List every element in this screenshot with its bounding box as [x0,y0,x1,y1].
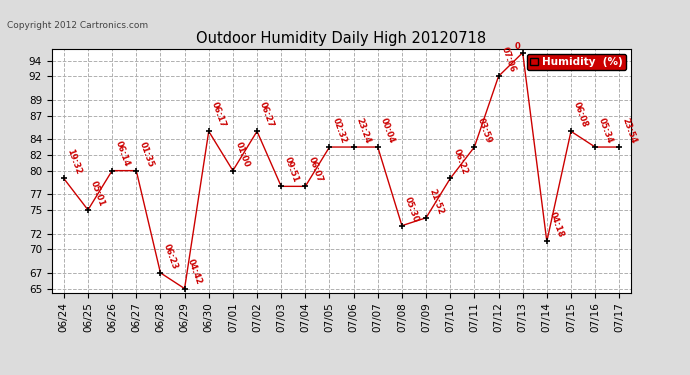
Text: 05:01: 05:01 [89,180,107,208]
Text: 06:07: 06:07 [306,156,324,184]
Text: 09:51: 09:51 [282,156,300,184]
Text: 23:24: 23:24 [355,117,373,145]
Text: Copyright 2012 Cartronics.com: Copyright 2012 Cartronics.com [7,21,148,30]
Text: 05:30: 05:30 [403,195,421,223]
Text: 19:32: 19:32 [65,148,83,176]
Text: 06:14: 06:14 [113,140,131,168]
Text: 06:08: 06:08 [572,101,590,129]
Text: 21:52: 21:52 [427,187,445,216]
Text: 02:32: 02:32 [331,117,348,145]
Text: 03:59: 03:59 [475,117,493,145]
Legend: Humidity  (%): Humidity (%) [526,54,626,70]
Text: 01:00: 01:00 [234,140,252,168]
Text: 06:27: 06:27 [258,101,276,129]
Text: 07:06: 07:06 [500,46,518,74]
Text: 06:17: 06:17 [210,101,228,129]
Text: 23:54: 23:54 [620,117,638,145]
Title: Outdoor Humidity Daily High 20120718: Outdoor Humidity Daily High 20120718 [197,31,486,46]
Text: 04:18: 04:18 [548,211,566,239]
Text: 00:04: 00:04 [379,117,397,145]
Text: 06:22: 06:22 [451,148,469,176]
Text: 04:42: 04:42 [186,258,204,286]
Text: 05:34: 05:34 [596,117,614,145]
Text: 0: 0 [515,42,520,51]
Text: 01:35: 01:35 [137,140,155,168]
Text: 06:23: 06:23 [161,242,179,270]
